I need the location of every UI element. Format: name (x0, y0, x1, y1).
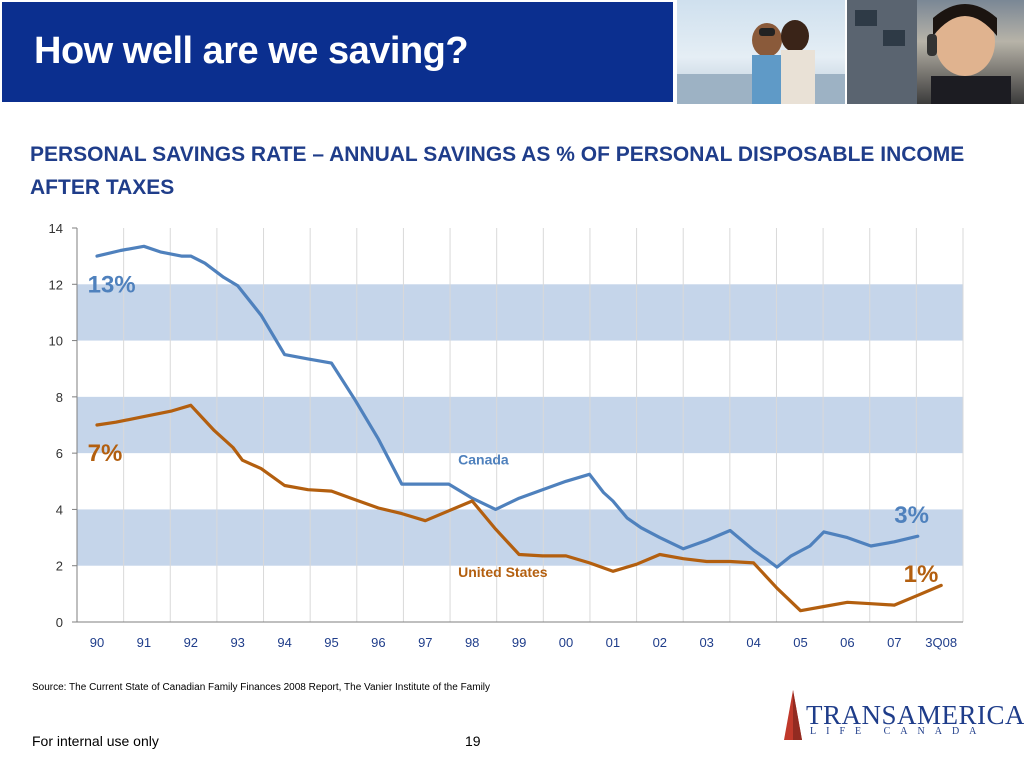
x-tick-label-04: 04 (746, 635, 760, 650)
photo-family-image (677, 0, 845, 104)
annotation-3pct: 3% (894, 502, 929, 529)
slide-header: How well are we saving? (0, 0, 1024, 104)
x-tick-label-00: 00 (559, 635, 573, 650)
x-tick-label-05: 05 (793, 635, 807, 650)
page-number: 19 (465, 733, 481, 749)
background-bands (77, 284, 963, 566)
pyramid-icon (784, 690, 802, 740)
band-10-12 (77, 284, 963, 341)
x-tick-label-03: 03 (699, 635, 713, 650)
annotation-13pct: 13% (88, 271, 136, 298)
y-tick-label-6: 6 (56, 446, 63, 461)
x-tick-label-90: 90 (90, 635, 104, 650)
x-tick-label-99: 99 (512, 635, 526, 650)
transamerica-logo: TRANSAMERICA LIFE CANADA (780, 688, 1024, 743)
photo-pilot-image (847, 0, 1024, 104)
x-tick-label-91: 91 (137, 635, 151, 650)
x-tick-label-07: 07 (887, 635, 901, 650)
logo-wordmark: TRANSAMERICA (806, 700, 1024, 730)
y-tick-label-0: 0 (56, 615, 63, 630)
series-line-united-states (95, 403, 943, 613)
x-tick-label-94: 94 (277, 635, 291, 650)
slide-title: How well are we saving? (34, 30, 469, 72)
chart-title: PERSONAL SAVINGS RATE – ANNUAL SAVINGS A… (30, 143, 965, 199)
annotation-canada: Canada (458, 451, 509, 467)
logo-subtitle: LIFE CANADA (810, 726, 987, 737)
source-note: Source: The Current State of Canadian Fa… (32, 682, 491, 693)
x-tick-label-3Q08: 3Q08 (925, 635, 957, 650)
band-6-8 (77, 396, 963, 454)
y-axis-ticks: 0 2 4 6 8 10 12 14 (49, 221, 77, 630)
pilot-illustration (847, 0, 1011, 104)
y-tick-label-14: 14 (49, 221, 63, 236)
annotation-united-states: United States (458, 564, 548, 580)
series-lines (95, 244, 943, 613)
x-tick-label-93: 93 (230, 635, 244, 650)
family-illustration (677, 20, 845, 104)
band-2-4 (77, 509, 963, 566)
y-tick-label-12: 12 (49, 277, 63, 292)
annotation-7pct: 7% (88, 440, 123, 467)
x-tick-label-02: 02 (653, 635, 667, 650)
y-tick-label-4: 4 (56, 502, 63, 517)
x-tick-label-95: 95 (324, 635, 338, 650)
annotation-1pct: 1% (904, 561, 939, 588)
x-tick-label-98: 98 (465, 635, 479, 650)
footer-confidentiality: For internal use only (32, 733, 159, 749)
y-tick-label-8: 8 (56, 390, 63, 405)
series-line-canada (95, 244, 920, 569)
y-tick-label-2: 2 (56, 559, 63, 574)
axes (76, 228, 963, 623)
vertical-gridlines (123, 228, 964, 622)
title-bar: How well are we saving? (2, 2, 673, 102)
x-tick-label-01: 01 (606, 635, 620, 650)
x-tick-label-06: 06 (840, 635, 854, 650)
x-tick-label-97: 97 (418, 635, 432, 650)
x-axis-ticks: 90 91 92 93 94 95 96 97 98 99 00 01 02 03 04 05 06 07 3Q08 (90, 635, 957, 650)
x-tick-label-96: 96 (371, 635, 385, 650)
y-tick-label-10: 10 (49, 334, 63, 349)
chart-annotations: 13% 7% Canada 3% United States 1% (88, 271, 939, 588)
x-tick-label-92: 92 (184, 635, 198, 650)
